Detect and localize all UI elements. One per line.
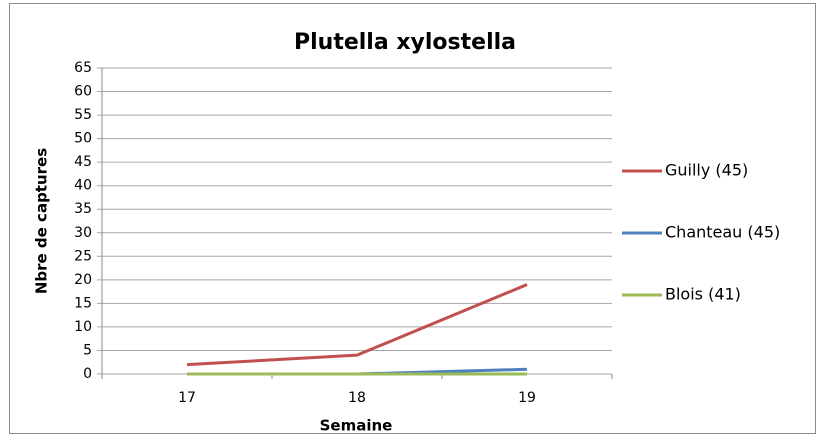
legend-label: Chanteau (45) <box>665 223 780 242</box>
y-tick-label: 40 <box>74 178 92 194</box>
chart-title: Plutella xylostella <box>294 30 516 55</box>
y-tick-label: 65 <box>74 60 92 76</box>
chart-frame <box>9 3 816 434</box>
y-axis-label: Nbre de captures <box>33 148 51 294</box>
y-tick-label: 55 <box>74 107 92 123</box>
x-tick-label: 17 <box>178 390 196 406</box>
y-tick-label: 35 <box>74 201 92 217</box>
x-tick-label: 18 <box>348 390 366 406</box>
y-tick-label: 30 <box>74 225 92 241</box>
series-line <box>186 283 528 367</box>
y-tick-label: 0 <box>83 366 92 382</box>
y-tick-label: 5 <box>83 342 92 358</box>
y-tick-label: 60 <box>74 84 92 100</box>
y-tick-label: 25 <box>74 248 92 264</box>
y-tick-label: 20 <box>74 272 92 288</box>
y-tick-label: 45 <box>74 154 92 170</box>
y-tick-label: 10 <box>74 319 92 335</box>
legend-label: Blois (41) <box>665 285 741 304</box>
y-tick-label: 15 <box>74 295 92 311</box>
x-tick-label: 19 <box>518 390 536 406</box>
legend-label: Guilly (45) <box>665 161 748 180</box>
y-tick-label: 50 <box>74 131 92 147</box>
x-axis-label: Semaine <box>320 417 393 435</box>
